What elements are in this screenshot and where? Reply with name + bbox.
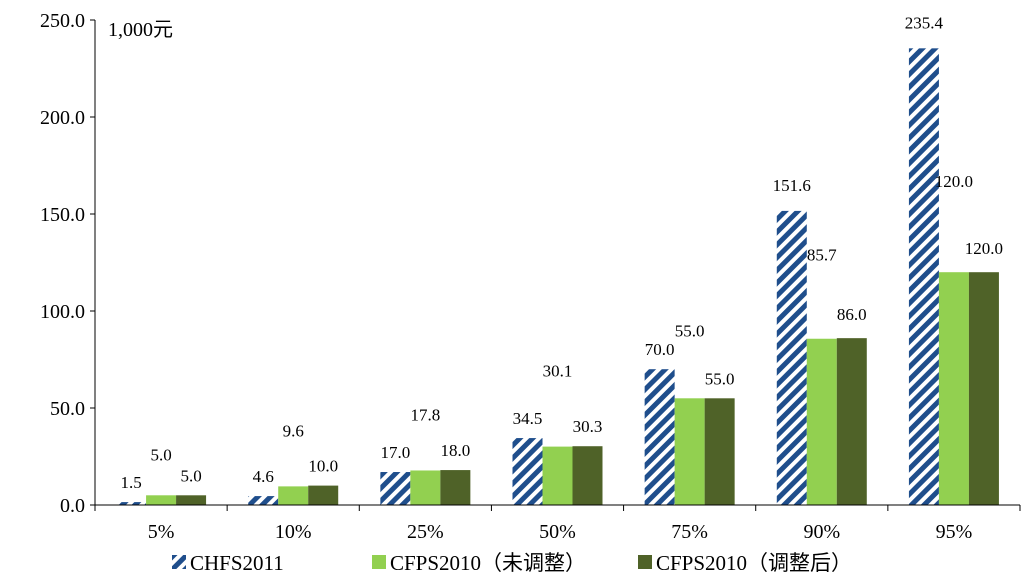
bar — [674, 398, 705, 505]
bar — [440, 470, 471, 505]
bar — [176, 495, 207, 505]
legend-label: CFPS2010（未调整） — [390, 551, 586, 575]
data-label: 30.1 — [543, 362, 573, 381]
y-axis: 0.0 50.0 100.0 150.0 200.0 250.0 — [40, 10, 96, 517]
data-label: 55.0 — [675, 321, 705, 340]
bar — [572, 446, 603, 505]
x-tick-label: 90% — [803, 521, 840, 543]
y-tick-label: 200.0 — [40, 107, 85, 129]
x-tick-label: 75% — [671, 521, 708, 543]
data-label: 1.5 — [120, 473, 141, 492]
data-label: 5.0 — [180, 466, 201, 485]
x-tick-label: 95% — [936, 521, 973, 543]
bar — [278, 486, 309, 505]
legend-swatch — [172, 555, 186, 569]
bar — [512, 438, 543, 505]
data-label: 70.0 — [645, 340, 675, 359]
bar — [542, 446, 573, 505]
data-label: 34.5 — [513, 409, 543, 428]
bar — [248, 496, 279, 505]
bar — [836, 338, 867, 505]
bar — [308, 485, 339, 505]
x-tick-label: 5% — [148, 521, 175, 543]
bar — [968, 272, 999, 505]
data-label: 17.8 — [410, 405, 440, 424]
data-label: 18.0 — [440, 441, 470, 460]
data-label: 4.6 — [253, 467, 274, 486]
data-label: 10.0 — [308, 457, 338, 476]
data-label: 120.0 — [965, 239, 1003, 258]
x-tick-label: 50% — [539, 521, 576, 543]
bar — [806, 338, 837, 505]
unit-label: 1,000元 — [108, 19, 173, 41]
y-tick-label: 50.0 — [50, 398, 85, 420]
data-label: 85.7 — [807, 246, 837, 265]
bar — [116, 502, 147, 505]
bars-group — [116, 48, 999, 505]
x-tick-label: 25% — [407, 521, 444, 543]
data-label: 151.6 — [773, 176, 811, 195]
bar — [380, 472, 411, 505]
data-label: 5.0 — [150, 445, 171, 464]
legend-swatch — [372, 555, 386, 569]
bar — [776, 210, 807, 505]
y-tick-label: 0.0 — [60, 495, 85, 517]
data-label: 17.0 — [380, 443, 410, 462]
bar — [410, 470, 441, 505]
x-axis: 5% 10% 25% 50% 75% 90% 95% — [94, 504, 1021, 543]
bar — [704, 398, 735, 505]
bar — [938, 272, 969, 505]
data-labels-group: 1.5 4.6 17.0 34.5 70.0 151.6 235.4 5.0 9.6 17.8 30… — [120, 13, 1003, 492]
legend: CHFS2011 CFPS2010（未调整） CFPS2010（调整后） — [172, 551, 852, 575]
legend-label: CFPS2010（调整后） — [656, 551, 852, 575]
y-tick-label: 100.0 — [40, 301, 85, 323]
bar — [146, 495, 177, 505]
bar — [644, 369, 675, 505]
data-label: 86.0 — [837, 305, 867, 324]
data-label: 120.0 — [935, 172, 973, 191]
legend-label: CHFS2011 — [190, 551, 284, 575]
bar — [908, 48, 939, 505]
legend-swatch — [638, 555, 652, 569]
data-label: 9.6 — [283, 421, 304, 440]
data-label: 30.3 — [573, 417, 603, 436]
y-tick-label: 250.0 — [40, 10, 85, 32]
data-label: 235.4 — [905, 13, 944, 32]
y-tick-label: 150.0 — [40, 204, 85, 226]
data-label: 55.0 — [705, 369, 735, 388]
x-tick-label: 10% — [275, 521, 312, 543]
